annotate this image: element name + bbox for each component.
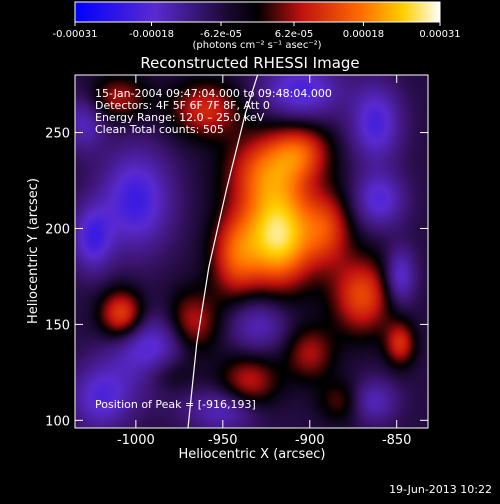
annotation-energy-range: Energy Range: 12.0 – 25.0 keV [95,111,265,124]
y-tick-label: 250 [45,127,70,142]
x-axis-label: Heliocentric X (arcsec) [179,447,326,462]
y-tick-labels: 100 150 200 250 [45,127,70,430]
plot-frame [74,74,429,429]
annotation-clean-counts: Clean Total counts: 505 [95,123,224,136]
colorbar-ticks [74,22,441,26]
heatmap-image [75,75,428,428]
x-tick-labels: -1000 -950 -900 -850 [117,433,411,448]
solar-limb-line [187,75,259,428]
x-ticks [135,75,398,428]
chart-title: Reconstructed RHESSI Image [140,54,359,72]
x-tick-label: -950 [208,433,238,448]
footer-timestamp: 19-Jun-2013 10:22 [389,483,492,496]
y-tick-label: 150 [45,318,70,333]
y-tick-label: 100 [45,414,70,429]
x-tick-label: -900 [295,433,325,448]
y-ticks [75,132,428,421]
annotation-time-range: 15-Jan-2004 09:47:04.000 to 09:48:04.000 [95,87,332,100]
colorbar-units: (photons cm⁻² s⁻¹ asec⁻²) [192,40,321,51]
colorbar [74,1,441,23]
y-axis-label: Heliocentric Y (arcsec) [26,178,41,324]
x-tick-label: -850 [382,433,412,448]
colorbar-tick-label: 0.00031 [419,29,460,40]
annotation-detectors: Detectors: 4F 5F 6F 7F 8F, Att 0 [95,99,270,112]
colorbar-tick-label: 6.2e-05 [275,29,313,40]
colorbar-tick-label: 0.00018 [343,29,384,40]
colorbar-tick-label: -0.00018 [129,29,174,40]
y-tick-label: 200 [45,222,70,237]
colorbar-tick-label: -6.2e-05 [200,29,242,40]
colorbar-tick-label: -0.00031 [53,29,98,40]
x-tick-label: -1000 [117,433,155,448]
annotation-peak-position: Position of Peak = [-916,193] [95,398,256,411]
colorbar-tick-labels: -0.00031 -0.00018 -6.2e-05 6.2e-05 0.00018 0.… [53,29,461,40]
